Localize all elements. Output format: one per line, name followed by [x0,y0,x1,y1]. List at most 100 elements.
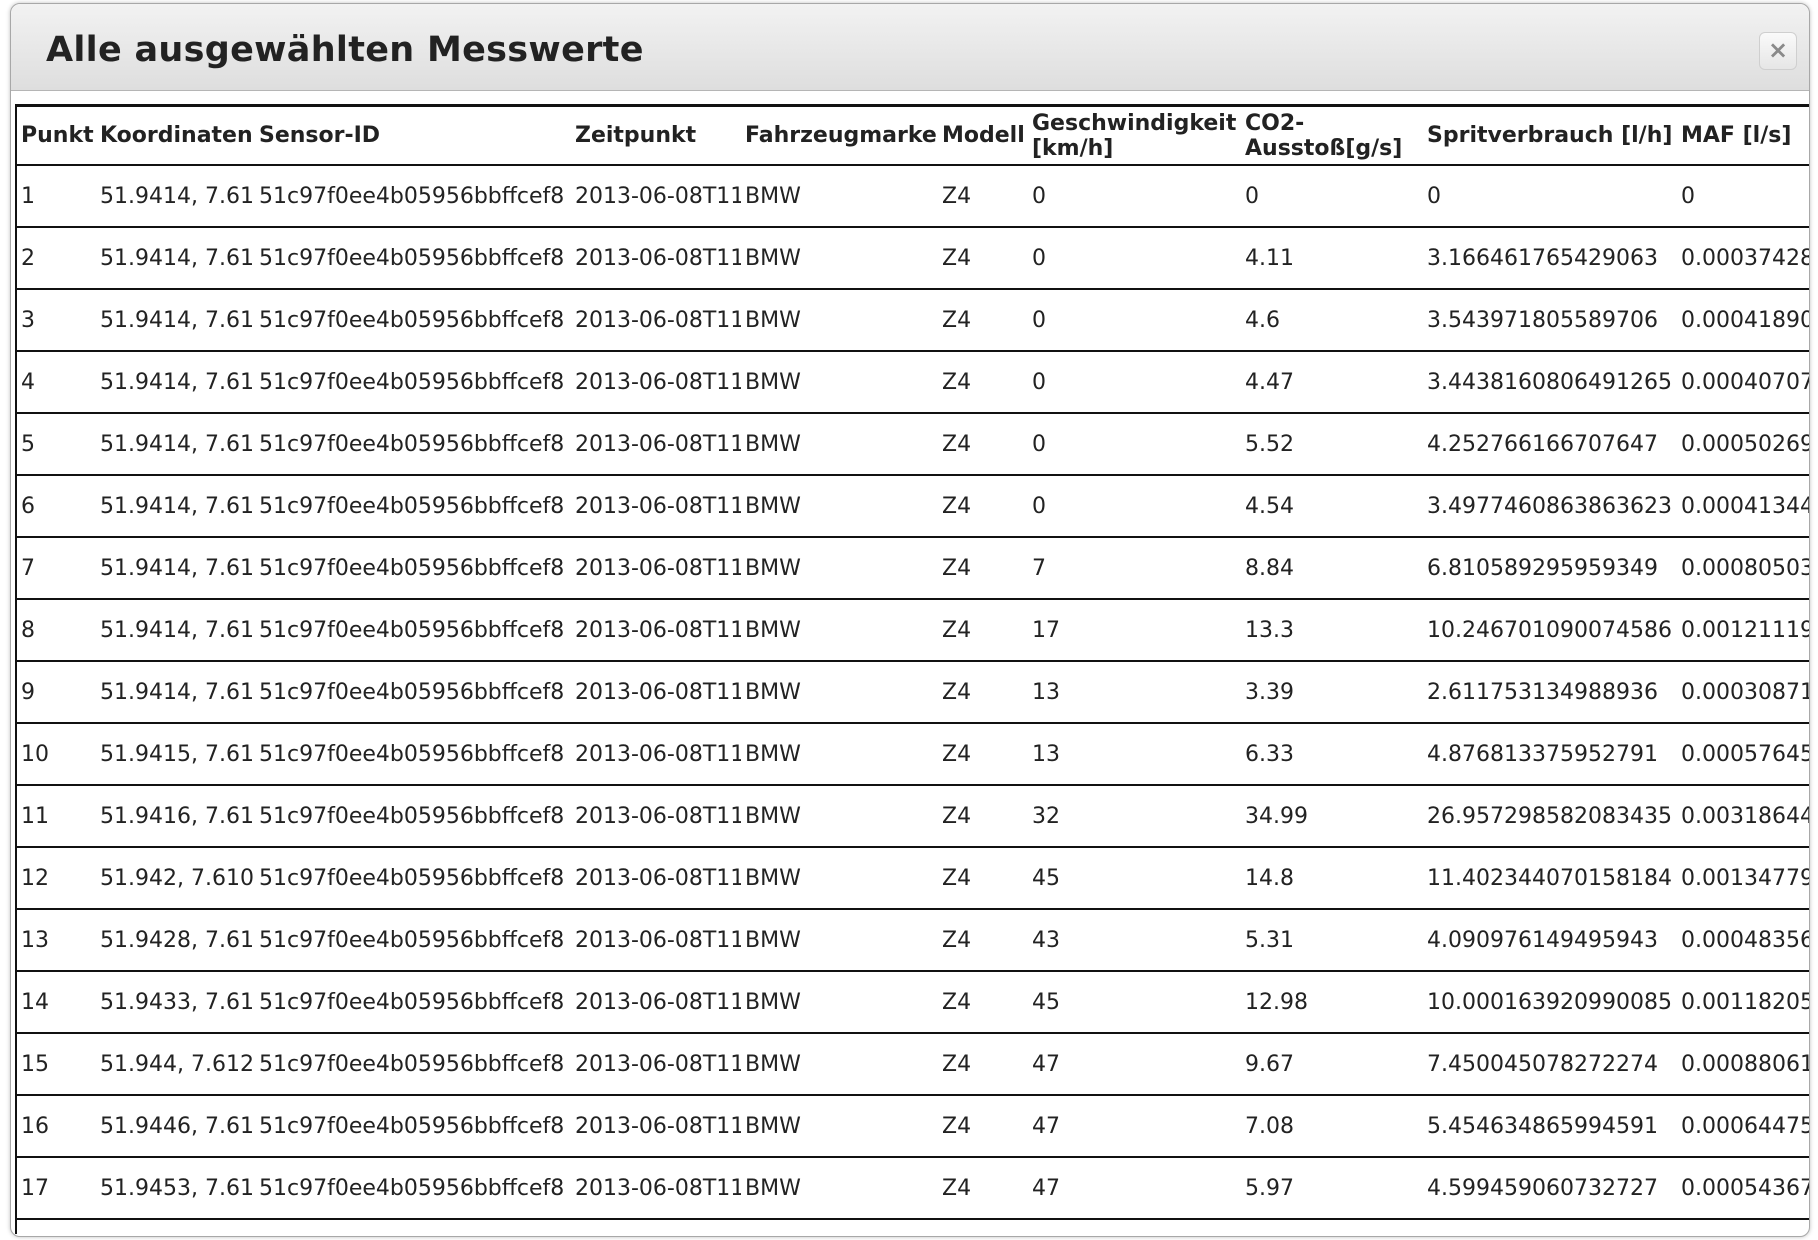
cell-maf: 0.00121119 [1677,599,1809,662]
cell-fahrzeugmarke: BMW [741,599,938,662]
cell-koordinaten: 51.944, 7.61224 [96,1033,255,1096]
cell-zeitpunkt: 2013-06-08T11:29:34Z [571,909,741,972]
table-row: 651.9414, 7.6108151c97f0ee4b05956bbffcef… [16,475,1809,538]
cell-co2: 4.47 [1241,351,1423,414]
cell-modell: Z4 [938,165,1028,228]
cell-modell: Z4 [938,909,1028,972]
cell-fahrzeugmarke: BMW [741,847,938,910]
table-row: 751.9414, 7.6108151c97f0ee4b05956bbffcef… [16,537,1809,600]
cell-co2: 6.33 [1241,723,1423,786]
cell-co2: 13.3 [1241,599,1423,662]
cell-koordinaten: 51.9414, 7.61081 [96,475,255,538]
cell-spritverbrauch: 4.599459060732727 [1423,1157,1677,1220]
cell-co2: 4.54 [1241,475,1423,538]
cell-fahrzeugmarke: BMW [741,351,938,414]
cell-sensor-id: 51c97f0ee4b05956bbffcef8 [255,785,571,848]
table-row: 551.9414, 7.6108151c97f0ee4b05956bbffcef… [16,413,1809,476]
cell-co2: 0 [1241,165,1423,228]
cell-maf: 0.00054367 [1677,1157,1809,1220]
cell-punkt: 12 [16,847,96,910]
cell-co2: 5.97 [1241,1157,1423,1220]
column-header-spritverbrauch: Spritverbrauch [l/h] [1423,104,1677,166]
cell-punkt: 5 [16,413,96,476]
cell-spritverbrauch: 7.450045078272274 [1423,1033,1677,1096]
cell-zeitpunkt: 2013-06-08T11:29:10Z [571,661,741,724]
cell-zeitpunkt: 2013-06-08T11:29:46Z [571,1033,741,1096]
cell-sensor-id: 51c97f0ee4b05956bbffcef8 [255,847,571,910]
cell-co2: 34.99 [1241,785,1423,848]
table-scroll-area[interactable]: Punkt Koordinaten Sensor-ID Zeitpunkt Fa… [15,104,1809,1234]
cell-co2: 7.08 [1241,1095,1423,1158]
cell-koordinaten: 51.9414, 7.61083 [96,165,255,228]
cell-punkt: 9 [16,661,96,724]
cell-koordinaten: 51.9453, 7.61331 [96,1157,255,1220]
cell-co2: 4.6 [1241,289,1423,352]
cell-sensor-id: 51c97f0ee4b05956bbffcef8 [255,723,571,786]
cell-koordinaten: 51.9414, 7.61081 [96,537,255,600]
cell-geschwindigkeit: 13 [1028,723,1241,786]
cell-spritverbrauch: 3.4977460863863623 [1423,475,1677,538]
cell-koordinaten: 51.9414, 7.61083 [96,227,255,290]
cell-sensor-id: 51c97f0ee4b05956bbffcef8 [255,165,571,228]
close-button[interactable]: × [1759,32,1797,70]
cell-maf: 0.00041344 [1677,475,1809,538]
cell-maf: 0.00118205 [1677,971,1809,1034]
cell-spritverbrauch: 10.000163920990085 [1423,971,1677,1034]
cell-sensor-id: 51c97f0ee4b05956bbffcef8 [255,661,571,724]
cell-fahrzeugmarke: BMW [741,1157,938,1220]
cell-punkt: 2 [16,227,96,290]
table-row: 351.9414, 7.6108151c97f0ee4b05956bbffcef… [16,289,1809,352]
cell-spritverbrauch [1423,1219,1677,1234]
cell-modell: Z4 [938,475,1028,538]
cell-maf: 0.00037428 [1677,227,1809,290]
cell-sensor-id: 51c97f0ee4b05956bbffcef8 [255,1033,571,1096]
cell-spritverbrauch: 0 [1423,165,1677,228]
cell-fahrzeugmarke: BMW [741,413,938,476]
cell-geschwindigkeit: 0 [1028,227,1241,290]
cell-sensor-id: 51c97f0ee4b05956bbffcef8 [255,351,571,414]
cell-geschwindigkeit: 0 [1028,165,1241,228]
column-header-maf: MAF [l/s] [1677,104,1809,166]
cell-modell: Z4 [938,1033,1028,1096]
cell-punkt: 15 [16,1033,96,1096]
measurements-table: Punkt Koordinaten Sensor-ID Zeitpunkt Fa… [15,104,1809,1234]
dialog-titlebar[interactable]: Alle ausgewählten Messwerte × [11,4,1809,91]
cell-punkt: 3 [16,289,96,352]
cell-modell: Z4 [938,227,1028,290]
cell-geschwindigkeit: 45 [1028,971,1241,1034]
cell-geschwindigkeit: 7 [1028,537,1241,600]
cell-geschwindigkeit: 47 [1028,1033,1241,1096]
cell-maf: 0.00134779 [1677,847,1809,910]
cell-koordinaten: 51.9414, 7.61081 [96,413,255,476]
cell-sensor-id: 51c97f0ee4b05956bbffcef8 [255,599,571,662]
cell-modell: Z4 [938,723,1028,786]
cell-fahrzeugmarke: BMW [741,165,938,228]
cell-fahrzeugmarke: BMW [741,475,938,538]
cell-koordinaten: 51.9416, 7.61001 [96,785,255,848]
cell-co2: 12.98 [1241,971,1423,1034]
cell-maf [1677,1219,1809,1234]
cell-maf: 0.00080503 [1677,537,1809,600]
cell-punkt: 10 [16,723,96,786]
cell-spritverbrauch: 11.402344070158184 [1423,847,1677,910]
cell-fahrzeugmarke: BMW [741,1095,938,1158]
cell-spritverbrauch: 4.252766166707647 [1423,413,1677,476]
cell-zeitpunkt: 2013-06-08T11:28:34Z [571,289,741,352]
cell-punkt: 17 [16,1157,96,1220]
cell-koordinaten: 51.9415, 7.61009 [96,723,255,786]
cell-spritverbrauch: 3.4438160806491265 [1423,351,1677,414]
cell-co2: 9.67 [1241,1033,1423,1096]
cell-modell: Z4 [938,351,1028,414]
cell-koordinaten: 51.9414, 7.61081 [96,289,255,352]
cell-co2 [1241,1219,1423,1234]
cell-maf: 0.00064475 [1677,1095,1809,1158]
cell-geschwindigkeit: 45 [1028,847,1241,910]
cell-punkt: 16 [16,1095,96,1158]
cell-geschwindigkeit: 17 [1028,599,1241,662]
cell-geschwindigkeit: 47 [1028,1095,1241,1158]
cell-co2: 8.84 [1241,537,1423,600]
